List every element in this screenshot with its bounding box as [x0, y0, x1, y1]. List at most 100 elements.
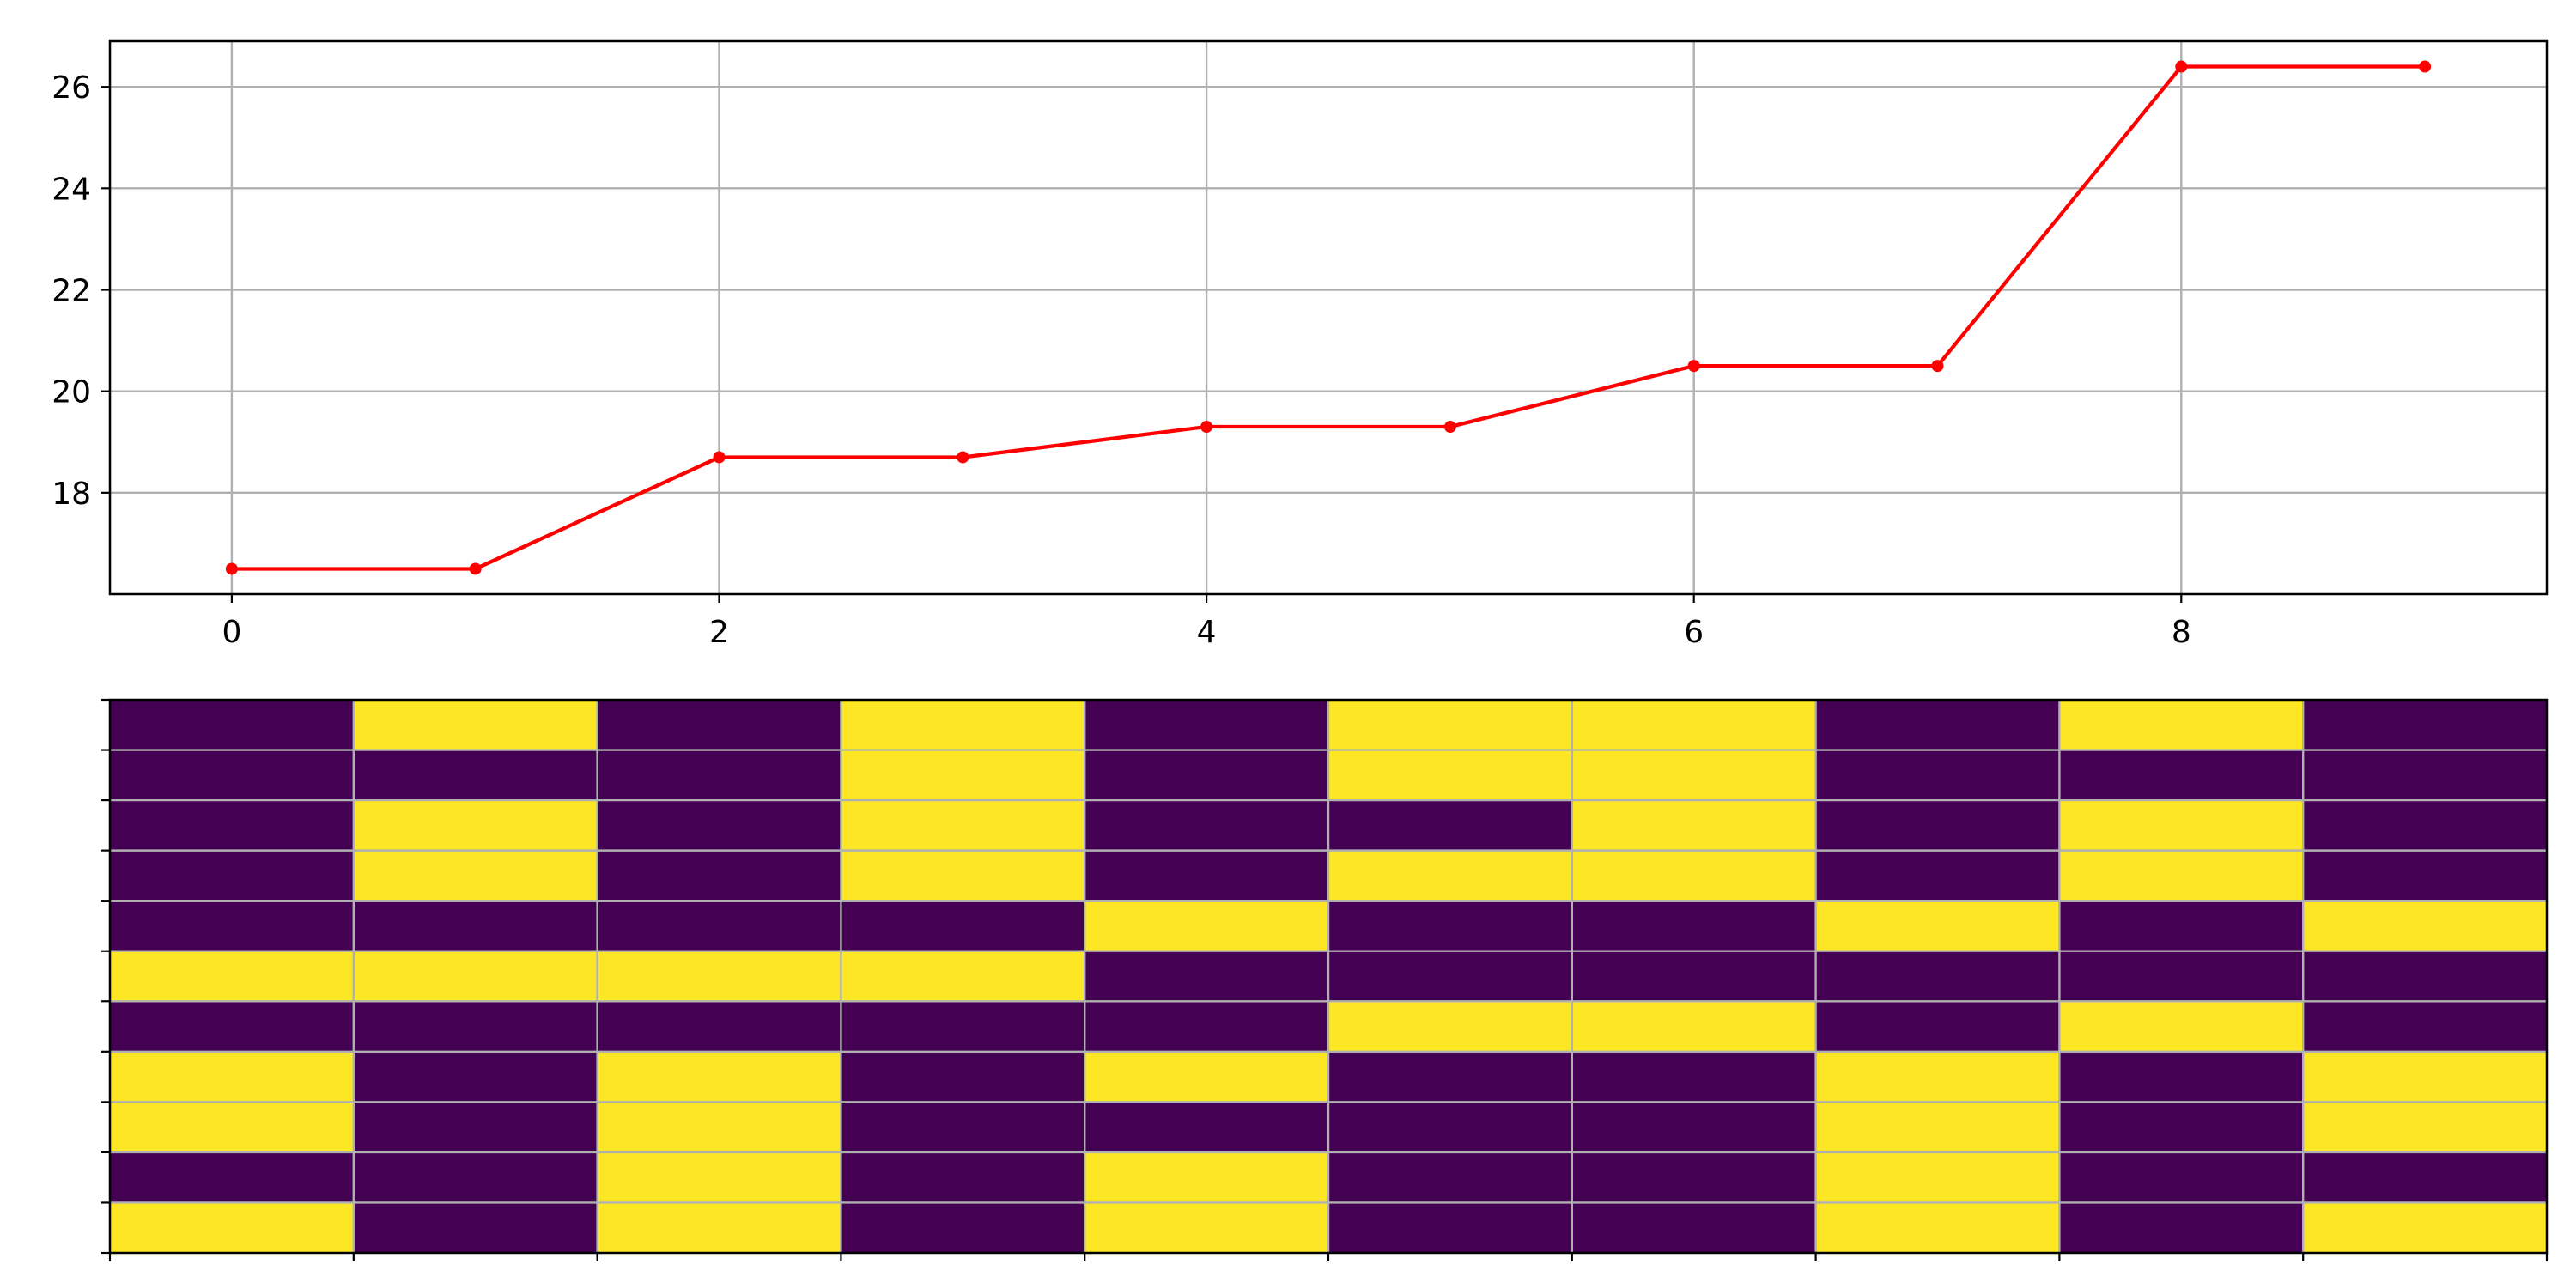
heatmap-cell	[110, 1001, 355, 1053]
heatmap-cell	[841, 951, 1085, 1002]
x-tick-label: 8	[2172, 615, 2191, 650]
heatmap-cell	[1084, 901, 1329, 952]
heatmap-cell	[1571, 700, 1817, 751]
heatmap-cell	[1084, 1001, 1329, 1053]
heatmap-cell	[597, 1151, 841, 1204]
x-tick-label: 2	[709, 615, 729, 650]
heatmap-cell	[1571, 1151, 1817, 1204]
heatmap-cell	[1084, 1151, 1329, 1204]
heatmap-cell	[110, 750, 355, 801]
heatmap-cell	[2059, 951, 2304, 1002]
heatmap-ticks	[101, 698, 2549, 1261]
heatmap-cell	[1084, 951, 1329, 1002]
heatmap-cell	[353, 750, 598, 801]
heatmap-cell	[1571, 901, 1817, 952]
heatmap-cell	[1571, 1051, 1817, 1103]
y-tick-label: 22	[52, 274, 91, 309]
heatmap-cell	[597, 1051, 841, 1103]
heatmap-cell	[2303, 1202, 2548, 1254]
heatmap-cell	[1328, 1051, 1573, 1103]
heatmap-cell	[1815, 850, 2060, 902]
heatmap-cell	[2059, 1151, 2304, 1204]
heatmap-cell	[1815, 750, 2060, 801]
heatmap-cell	[1084, 750, 1329, 801]
heatmap-cell	[597, 901, 841, 952]
heatmap-cell	[841, 1001, 1085, 1053]
heatmap-cell	[1815, 1151, 2060, 1204]
line-series	[231, 64, 2426, 571]
heatmap-cell	[1571, 800, 1817, 852]
heatmap-cell	[841, 800, 1085, 852]
heatmap-cell	[1084, 1051, 1329, 1103]
heatmap-cell	[110, 901, 355, 952]
x-tick-label: 4	[1197, 615, 1217, 650]
heatmap-cell	[110, 800, 355, 852]
heatmap-cell	[1815, 951, 2060, 1002]
heatmap-cell	[2059, 1102, 2304, 1153]
heatmap-cell	[597, 1001, 841, 1053]
heatmap-cell	[2303, 1001, 2548, 1053]
line-point	[713, 451, 726, 464]
heatmap-cell	[2059, 1001, 2304, 1053]
heatmap-cell	[841, 1051, 1085, 1103]
heatmap-cell	[353, 951, 598, 1002]
heatmap-cell	[597, 850, 841, 902]
heatmap-cell	[110, 1202, 355, 1254]
line-chart-grid	[110, 41, 2547, 594]
heatmap-cells	[110, 700, 2548, 1254]
heatmap-cell	[1815, 800, 2060, 852]
heatmap-cell	[353, 1202, 598, 1254]
heatmap-cell	[110, 1102, 355, 1153]
heatmap-cell	[2303, 1102, 2548, 1153]
line-point	[957, 451, 969, 464]
heatmap-cell	[1815, 700, 2060, 751]
line-x-axis: 0 2 4 6 8	[222, 594, 2191, 650]
y-tick-label: 20	[52, 375, 91, 410]
heatmap-cell	[1328, 850, 1573, 902]
heatmap-cell	[841, 850, 1085, 902]
line-point	[1200, 421, 1213, 434]
heatmap-cell	[1815, 1001, 2060, 1053]
heatmap-cell	[1571, 1202, 1817, 1254]
line-y-axis: 18 20 22 24 26	[52, 70, 110, 512]
heatmap-cell	[1084, 700, 1329, 751]
heatmap-cell	[1084, 800, 1329, 852]
heatmap-cell	[2303, 1051, 2548, 1103]
heatmap-cell	[841, 901, 1085, 952]
heatmap-cell	[353, 1051, 598, 1103]
heatmap-cell	[1815, 901, 2060, 952]
heatmap-cell	[353, 1151, 598, 1204]
heatmap-cell	[1328, 800, 1573, 852]
x-tick-label: 0	[222, 615, 241, 650]
heatmap-cell	[1571, 750, 1817, 801]
y-tick-label: 24	[52, 172, 91, 207]
heatmap-cell	[597, 951, 841, 1002]
heatmap-cell	[2059, 901, 2304, 952]
heatmap-cell	[353, 800, 598, 852]
heatmap-cell	[353, 901, 598, 952]
heatmap-cell	[1328, 700, 1573, 751]
line-point	[1443, 421, 1456, 434]
heatmap-cell	[110, 850, 355, 902]
heatmap-cell	[1571, 1102, 1817, 1153]
heatmap-cell	[841, 1202, 1085, 1254]
heatmap-cell	[1571, 951, 1817, 1002]
heatmap-cell	[597, 1102, 841, 1153]
heatmap-cell	[1328, 1001, 1573, 1053]
heatmap-cell	[1328, 1151, 1573, 1204]
y-tick-label: 26	[52, 70, 91, 106]
y-tick-label: 18	[52, 477, 91, 512]
line-chart-frame	[108, 39, 2549, 596]
heatmap-cell	[2303, 1151, 2548, 1204]
heatmap-cell	[2059, 800, 2304, 852]
heatmap-cell	[1084, 850, 1329, 902]
heatmap-cell	[1084, 1102, 1329, 1153]
heatmap-cell	[353, 1001, 598, 1053]
heatmap-cell	[2059, 750, 2304, 801]
heatmap-cell	[1815, 1202, 2060, 1254]
line-markers	[225, 60, 2432, 575]
heatmap-cell	[597, 700, 841, 751]
heatmap-cell	[2059, 1051, 2304, 1103]
